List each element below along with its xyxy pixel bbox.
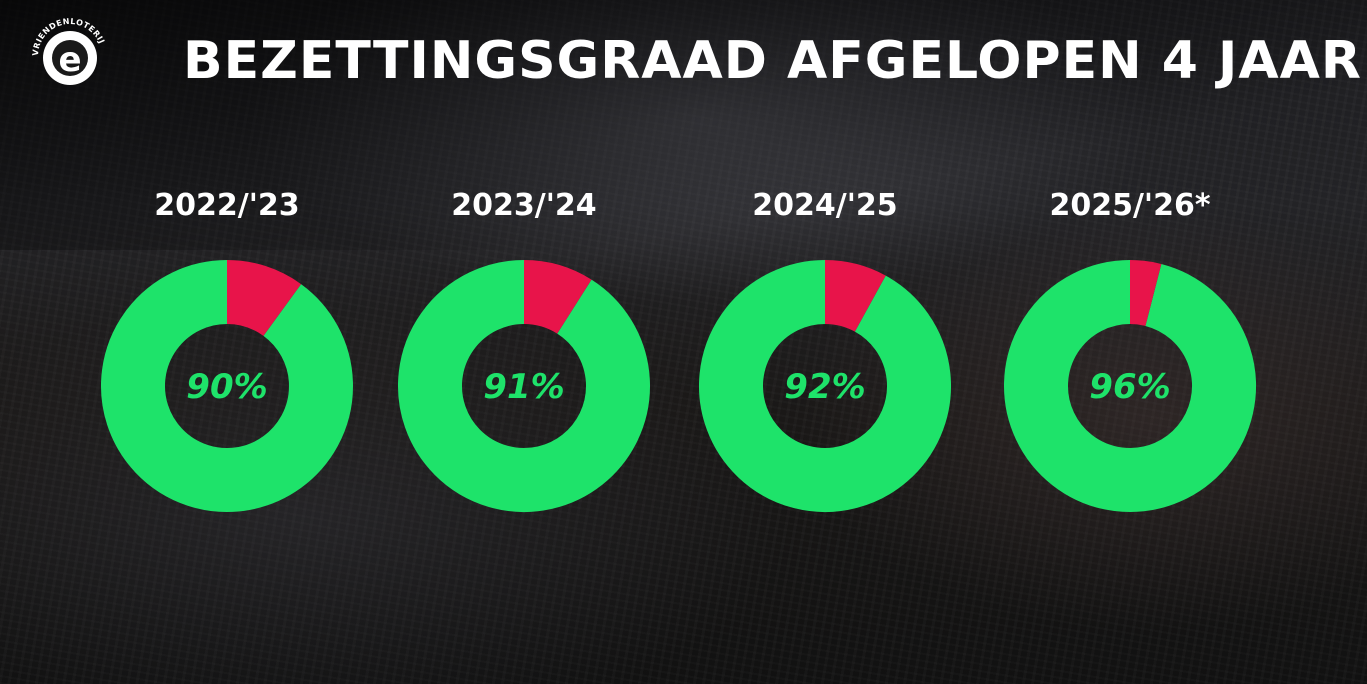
percentage-label: 90% xyxy=(186,367,267,407)
stadium-roof-shadow xyxy=(0,0,1367,250)
percentage-label: 96% xyxy=(1089,367,1170,407)
remaining-slice xyxy=(225,260,302,337)
occupancy-slice xyxy=(1004,260,1256,512)
donut-chart xyxy=(699,260,951,512)
percentage-label: 91% xyxy=(483,367,564,407)
remaining-slice xyxy=(823,260,886,333)
occupancy-slice xyxy=(398,260,650,512)
logo-letter: e xyxy=(58,40,81,80)
page-title: BEZETTINGSGRAAD AFGELOPEN 4 JAAR xyxy=(183,31,1362,91)
season-label: 2022/'23 xyxy=(154,188,299,223)
remaining-slice xyxy=(1129,260,1162,327)
donut-chart xyxy=(101,260,353,512)
vriendenloterij-logo: e VRIENDENLOTERIJ xyxy=(31,17,106,85)
season-label: 2025/'26* xyxy=(1049,188,1210,223)
percentage-label: 92% xyxy=(784,367,865,407)
donut-chart xyxy=(398,260,650,512)
occupancy-slice xyxy=(101,260,353,512)
remaining-slice xyxy=(522,260,592,335)
season-label: 2024/'25 xyxy=(752,188,897,223)
donut-chart xyxy=(1004,260,1256,512)
occupancy-slice xyxy=(699,260,951,512)
season-label: 2023/'24 xyxy=(451,188,596,223)
